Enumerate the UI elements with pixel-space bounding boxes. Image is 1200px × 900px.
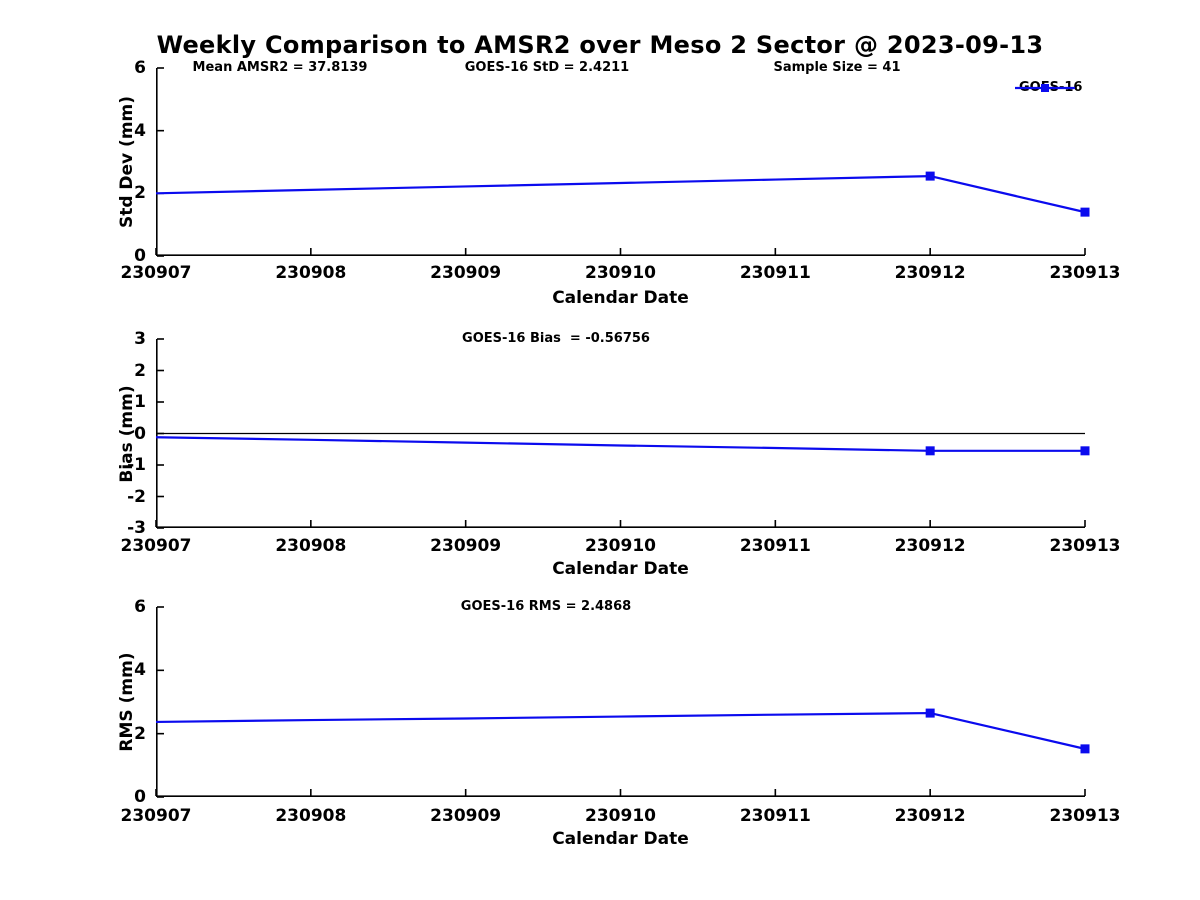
rms-xtick-label-230912: 230912 [894,806,966,826]
bias-marker-230913 [1080,446,1090,456]
stddev-axis-spines [156,68,1085,256]
stddev-xtick-label-230908: 230908 [275,263,347,283]
bias-xtick-label-230913: 230913 [1049,536,1121,556]
rms-ytick-label-4: 4 [134,660,146,681]
legend-line-marker-icon [1015,84,1075,92]
bias-xtick-label-230908: 230908 [275,536,347,556]
stddev-annotation-2: Sample Size = 41 [773,60,901,75]
stddev-xtick-label-230912: 230912 [894,263,966,283]
bias-axis-spines [156,339,1085,528]
stddev-xtick-label-230910: 230910 [585,263,656,283]
stddev-series-line [155,174,1086,214]
bias-xtick-label-230910: 230910 [585,536,656,556]
rms-xtick-label-230909: 230909 [430,806,502,826]
stddev-xaxis-label: Calendar Date [552,288,689,308]
bias-xtick-label-230909: 230909 [430,536,502,556]
rms-series-line [155,711,1086,750]
bias-ytick-label-0: 0 [134,423,146,444]
rms-ytick-label-0: 0 [134,787,146,807]
rms-xaxis-label: Calendar Date [552,829,689,849]
rms-annotation-0: GOES-16 RMS = 2.4868 [460,599,632,614]
bias-ytick-label--2: -2 [127,486,146,507]
bias-xtick-label-230907: 230907 [120,536,192,556]
bias-yaxis-label: Bias (mm) [117,384,137,483]
rms-xtick-label-230911: 230911 [739,806,811,826]
bias-xtick-label-230911: 230911 [739,536,811,556]
stddev-annotation-0: Mean AMSR2 = 37.8139 [192,60,368,75]
rms-xtick-label-230910: 230910 [585,806,656,826]
bias-ytick-label-1: 1 [134,392,146,412]
stddev-xtick-label-230913: 230913 [1049,263,1121,283]
stddev-marker-230912 [925,171,935,181]
rms-xtick-label-230913: 230913 [1049,806,1121,826]
stddev-xtick-label-230909: 230909 [430,263,502,283]
stddev-ytick-label-0: 0 [134,246,146,266]
stddev-yaxis-label: Std Dev (mm) [117,95,137,229]
bias-marker-230912 [925,446,935,456]
stddev-marker-230913 [1080,207,1090,217]
bias-xaxis-label: Calendar Date [552,559,689,579]
rms-xtick-label-230907: 230907 [120,806,192,826]
stddev-ytick-label-2: 2 [134,183,146,204]
legend: GOES-16 [1012,78,1082,98]
bias-plot-area [155,338,1090,529]
bias-ytick-label-3: 3 [134,329,146,349]
rms-plot-area [155,606,1090,798]
rms-marker-230912 [925,708,935,718]
stddev-plot-area [155,67,1090,257]
bias-ytick-label--1: -1 [127,455,146,475]
bias-ytick-label--3: -3 [127,518,146,538]
bias-series-line [155,436,1085,452]
rms-ytick-label-6: 6 [134,597,146,617]
figure-title: Weekly Comparison to AMSR2 over Meso 2 S… [156,31,1044,59]
bias-ytick-label-2: 2 [134,360,146,381]
rms-ytick-label-2: 2 [134,723,146,744]
stddev-xtick-label-230907: 230907 [120,263,192,283]
stddev-annotation-1: GOES-16 StD = 2.4211 [464,60,630,75]
rms-yaxis-label: RMS (mm) [117,652,137,752]
rms-marker-230913 [1080,744,1090,754]
bias-xtick-label-230912: 230912 [894,536,966,556]
stddev-ytick-label-4: 4 [134,120,146,141]
rms-axis-spines [156,607,1085,797]
rms-xtick-label-230908: 230908 [275,806,347,826]
stddev-ytick-label-6: 6 [134,58,146,78]
stddev-xtick-label-230911: 230911 [739,263,811,283]
bias-annotation-0: GOES-16 Bias = -0.56756 [462,331,650,346]
